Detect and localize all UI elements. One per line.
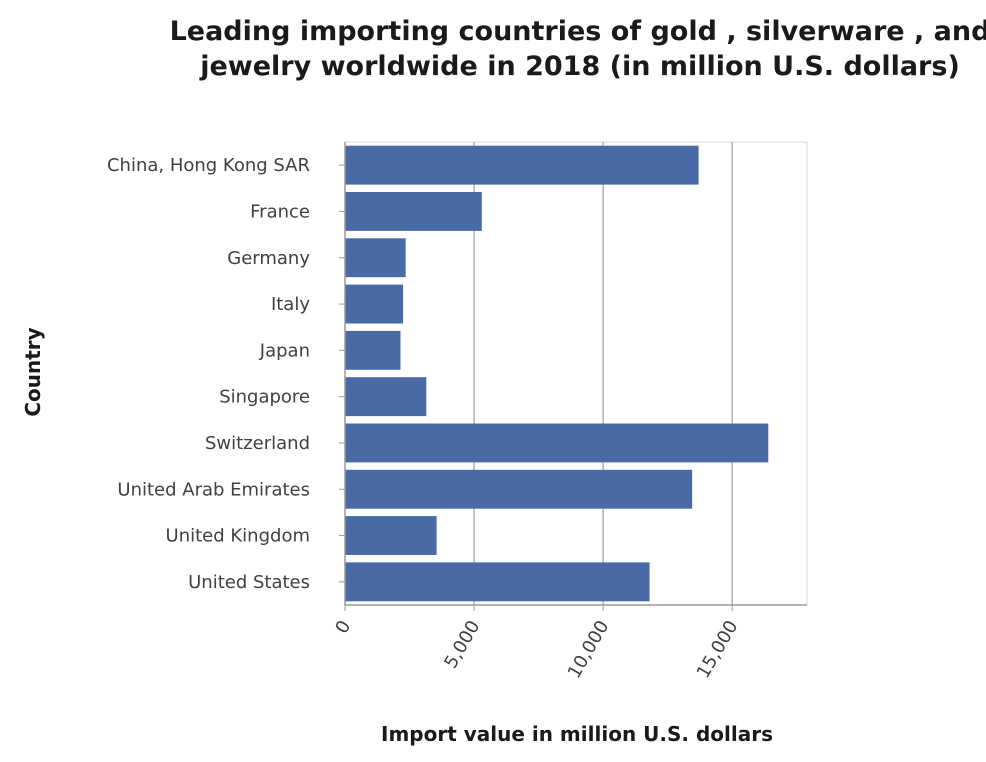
bar-united-states — [345, 562, 650, 602]
x-tick-labels: 0 5,000 10,000 15,000 — [331, 617, 742, 682]
axes — [339, 142, 807, 611]
bar-united-arab-emirates — [345, 469, 693, 509]
y-tick-labels: China, Hong Kong SAR France Germany Italy Ja… — [107, 155, 310, 593]
bar-switzerland — [345, 423, 769, 463]
x-tick-label: 10,000 — [564, 617, 614, 682]
y-tick-label: United States — [188, 572, 310, 593]
bars — [345, 145, 769, 602]
bar-united-kingdom — [345, 516, 437, 555]
bar-france — [345, 192, 482, 231]
x-tick-label: 15,000 — [693, 617, 743, 682]
y-tick-label: United Kingdom — [166, 526, 310, 547]
chart-title: Leading importing countries of gold , si… — [169, 16, 986, 82]
y-tick-label: United Arab Emirates — [117, 479, 310, 500]
x-tick-label: 5,000 — [440, 617, 484, 672]
y-tick-label: Germany — [227, 248, 310, 269]
x-tick-label: 0 — [331, 617, 355, 637]
bar-germany — [345, 238, 406, 278]
y-tick-label: Italy — [271, 294, 310, 315]
y-tick-label: China, Hong Kong SAR — [107, 155, 310, 176]
x-axis-title: Import value in million U.S. dollars — [381, 722, 773, 746]
y-tick-label: Japan — [259, 340, 310, 361]
bar-china-hong-kong-sar — [345, 145, 699, 185]
y-tick-label: Singapore — [219, 387, 310, 408]
bar-singapore — [345, 377, 427, 417]
bar-italy — [345, 284, 404, 324]
bar-japan — [345, 330, 401, 370]
y-axis-title: Country — [21, 327, 45, 416]
y-tick-label: France — [250, 201, 310, 222]
y-tick-label: Switzerland — [205, 433, 310, 454]
